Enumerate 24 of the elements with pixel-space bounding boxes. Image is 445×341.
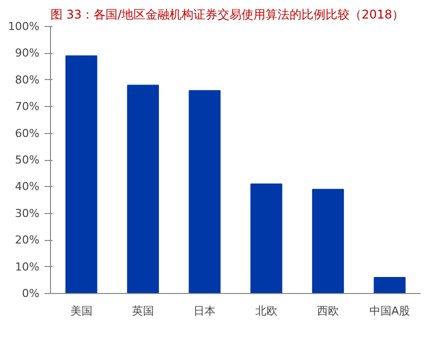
y-tick-label: 10%: [15, 260, 40, 274]
y-tick-label: 30%: [15, 206, 40, 220]
x-tick-label: 北欧: [255, 304, 278, 318]
x-tick-label: 西欧: [317, 304, 339, 318]
bar: [188, 90, 221, 294]
y-tick-label: 40%: [15, 180, 40, 194]
x-tick-label: 美国: [70, 304, 92, 318]
y-tick-label: 90%: [15, 46, 40, 60]
y-tick-label: 0%: [22, 287, 40, 300]
y-tick-label: 60%: [15, 126, 40, 140]
y-tick-label: 20%: [15, 234, 40, 247]
x-tick-label: 日本: [194, 304, 216, 318]
bar: [374, 276, 406, 294]
bar: [65, 55, 98, 294]
y-tick-label: 80%: [15, 73, 40, 86]
bar: [250, 184, 282, 294]
x-tick-label: 英国: [132, 304, 154, 318]
y-tick-label: 100%: [8, 20, 40, 33]
chart-title: 图 33：各国/地区金融机构证券交易使用算法的比例比较（2018）: [50, 8, 404, 22]
bar: [312, 188, 344, 294]
y-tick-label: 50%: [15, 154, 40, 166]
bar: [127, 84, 159, 294]
y-tick-label: 70%: [15, 100, 40, 114]
x-tick-label: 中国A股: [369, 304, 410, 318]
